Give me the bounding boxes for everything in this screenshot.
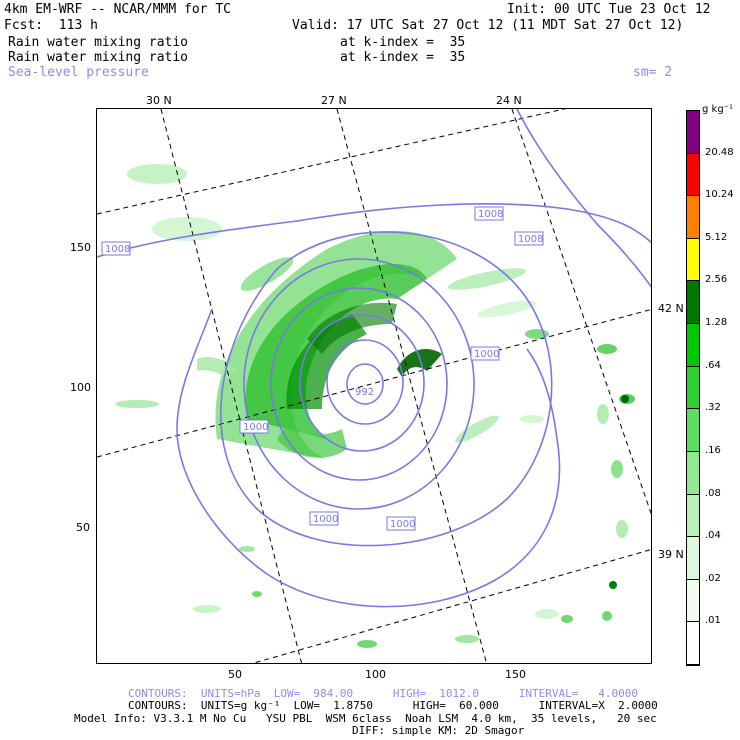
isobar-label: 1000 bbox=[243, 422, 268, 433]
isobar-label: 1000 bbox=[390, 519, 415, 530]
colorbar-cell bbox=[687, 537, 699, 580]
isobar-label: 1008 bbox=[105, 244, 130, 255]
top-lat-label: 24 N bbox=[496, 94, 522, 107]
forecast-hour: Fcst: 113 h bbox=[4, 18, 98, 33]
top-lat-label: 27 N bbox=[321, 94, 347, 107]
colorbar-cell bbox=[687, 324, 699, 367]
colorbar-cell bbox=[687, 238, 699, 282]
contour-labels: 1008 1008 1008 1000 1000 1000 1000 992 bbox=[101, 206, 544, 531]
colorbar-label: .16 bbox=[705, 444, 721, 456]
colorbar-label: .02 bbox=[705, 572, 721, 584]
model-info: Model Info: V3.3.1 M No Cu YSU PBL WSM 6… bbox=[74, 712, 657, 725]
x-tick-label: 50 bbox=[228, 668, 242, 681]
right-lat-label: 42 N bbox=[658, 302, 684, 315]
field-1-name: Rain water mixing ratio bbox=[8, 35, 189, 50]
colorbar-label: .01 bbox=[705, 615, 721, 627]
field-2-level: at k-index = 35 bbox=[340, 50, 466, 65]
map-svg: 1008 1008 1008 1000 1000 1000 1000 992 bbox=[97, 109, 651, 663]
right-lat-label: 39 N bbox=[658, 548, 684, 561]
rain-field bbox=[115, 164, 635, 648]
colorbar-cell bbox=[687, 622, 699, 665]
top-lat-label: 30 N bbox=[146, 94, 172, 107]
colorbar-cell bbox=[687, 196, 699, 239]
x-tick-label: 100 bbox=[365, 668, 386, 681]
diffusion-info: DIFF: simple KM: 2D Smagor bbox=[352, 724, 525, 737]
colorbar-cell bbox=[687, 409, 699, 452]
colorbar-cell bbox=[687, 579, 699, 623]
colorbar-cell bbox=[687, 281, 699, 325]
isobar-label: 1008 bbox=[518, 234, 543, 245]
slp-contour-info: CONTOURS: UNITS=hPa LOW= 984.00 HIGH= 10… bbox=[128, 687, 638, 700]
latlon-grid bbox=[97, 109, 651, 663]
colorbar-label: 2.56 bbox=[705, 274, 728, 286]
y-tick-label: 50 bbox=[76, 521, 90, 534]
colorbar-label: .64 bbox=[705, 359, 721, 371]
x-tick-label: 150 bbox=[505, 668, 526, 681]
colorbar-label: 5.12 bbox=[705, 231, 728, 243]
field-1-level: at k-index = 35 bbox=[340, 35, 466, 50]
colorbar bbox=[686, 110, 700, 666]
isobar-label: 1000 bbox=[474, 349, 499, 360]
field-2-name: Rain water mixing ratio bbox=[8, 50, 189, 65]
model-title: 4km EM-WRF -- NCAR/MMM for TC bbox=[4, 2, 231, 17]
colorbar-cell bbox=[687, 451, 699, 495]
colorbar-label: .04 bbox=[705, 530, 721, 542]
field-3-name: Sea-level pressure bbox=[8, 65, 149, 80]
init-time: Init: 00 UTC Tue 23 Oct 12 bbox=[507, 2, 711, 17]
colorbar-cell bbox=[687, 494, 699, 538]
pressure-contours bbox=[97, 109, 651, 608]
colorbar-cell bbox=[687, 153, 699, 197]
colorbar-label: .32 bbox=[705, 402, 721, 414]
colorbar-cell bbox=[687, 111, 699, 154]
isobar-label: 1008 bbox=[478, 209, 503, 220]
colorbar-units: g kg⁻¹ bbox=[702, 104, 733, 115]
isobar-label: 1000 bbox=[313, 514, 338, 525]
colorbar-cell bbox=[687, 366, 699, 410]
colorbar-label: .08 bbox=[705, 487, 721, 499]
center-pressure-label: 992 bbox=[355, 387, 374, 398]
colorbar-label: 20.48 bbox=[705, 146, 734, 158]
colorbar-label: 10.24 bbox=[705, 189, 734, 201]
y-tick-label: 100 bbox=[70, 381, 91, 394]
map-plot-area: 1008 1008 1008 1000 1000 1000 1000 992 bbox=[96, 108, 652, 664]
colorbar-label: 1.28 bbox=[705, 317, 728, 329]
rain-contour-info: CONTOURS: UNITS=g kg⁻¹ LOW= 1.8750 HIGH=… bbox=[128, 699, 658, 712]
y-tick-label: 150 bbox=[70, 241, 91, 254]
smoothing-label: sm= 2 bbox=[633, 65, 673, 80]
valid-time: Valid: 17 UTC Sat 27 Oct 12 (11 MDT Sat … bbox=[292, 18, 684, 33]
